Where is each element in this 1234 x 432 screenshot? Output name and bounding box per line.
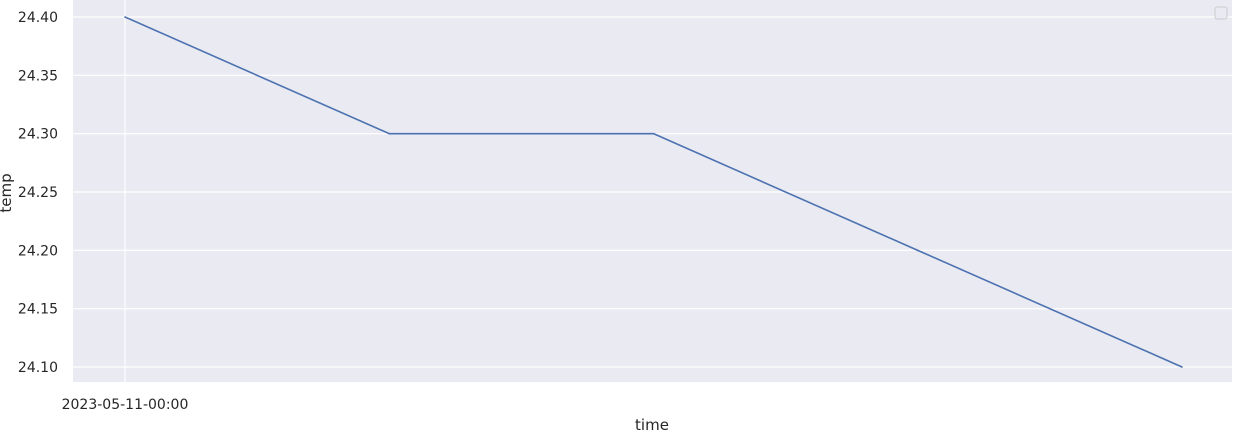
legend-box <box>1214 6 1228 20</box>
y-tick-label: 24.15 <box>18 302 58 318</box>
y-tick-labels: 24.10 24.15 24.20 24.25 24.30 24.35 24.40 <box>18 10 58 376</box>
plot-background <box>73 0 1232 382</box>
data-point <box>1181 366 1183 368</box>
x-tick-labels: 2023-05-11-00:00 <box>62 397 189 413</box>
data-point <box>916 249 919 252</box>
y-tick-label: 24.10 <box>18 360 58 376</box>
y-tick-label: 24.20 <box>18 243 58 259</box>
data-point <box>388 132 391 135</box>
x-axis-label: time <box>635 416 669 432</box>
y-tick-label: 24.35 <box>18 68 58 84</box>
y-tick-label: 24.30 <box>18 127 58 143</box>
data-point <box>124 16 126 18</box>
series-group <box>124 16 1183 368</box>
legend <box>1214 6 1228 20</box>
data-point <box>652 132 655 135</box>
y-tick-label: 24.40 <box>18 10 58 26</box>
y-axis-label: temp <box>0 173 15 212</box>
x-tick-label: 2023-05-11-00:00 <box>62 397 189 413</box>
y-tick-label: 24.25 <box>18 185 58 201</box>
